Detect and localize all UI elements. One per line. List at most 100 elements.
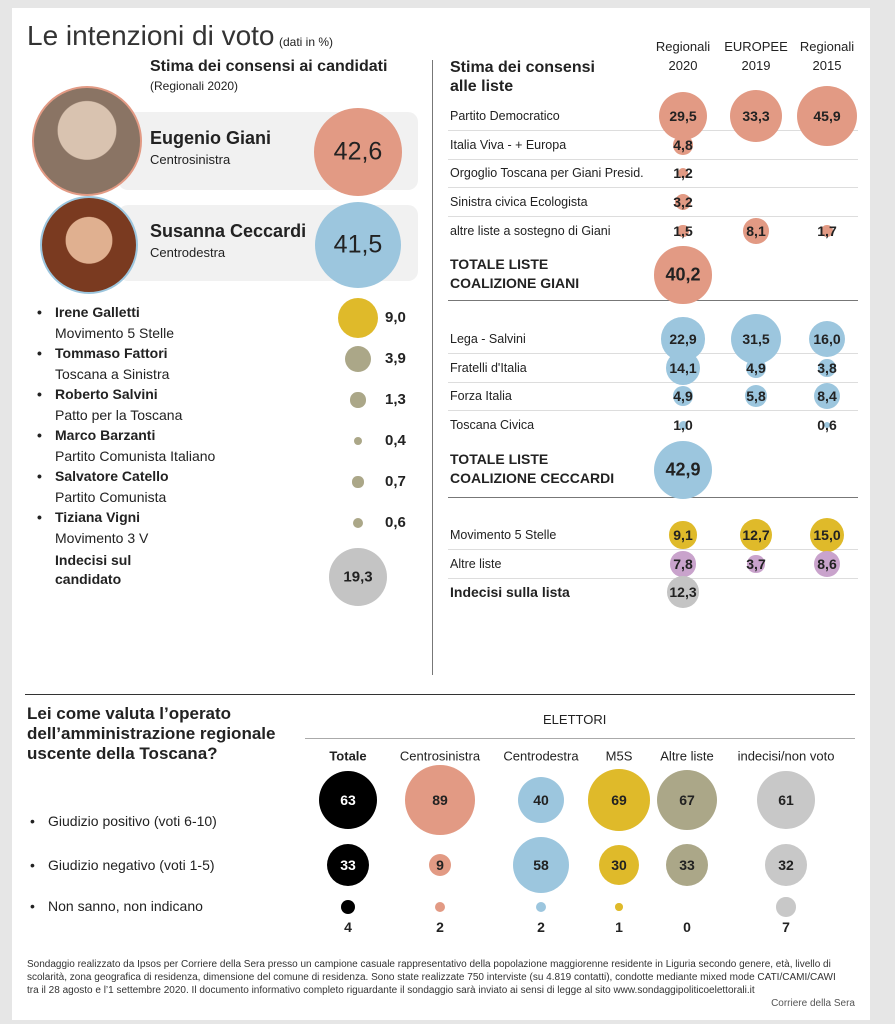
bubble xyxy=(674,193,692,211)
value-label: 9,1 xyxy=(673,527,693,543)
value-label: 33,3 xyxy=(742,108,770,124)
bubble xyxy=(405,765,475,835)
bubble xyxy=(796,85,858,147)
value-label: 33 xyxy=(340,857,356,873)
candidate-group: Partito Comunista Italiano xyxy=(55,448,216,464)
bubble xyxy=(654,246,712,304)
bubble xyxy=(588,769,650,831)
value-label: 3,8 xyxy=(817,360,837,376)
row-separator xyxy=(448,216,858,217)
bubble xyxy=(730,313,782,365)
footnote: Sondaggio realizzato da Ipsos per Corrie… xyxy=(27,959,836,996)
value-label: 58 xyxy=(533,857,549,873)
value-label: 3,2 xyxy=(673,194,693,210)
value-label: 5,8 xyxy=(746,388,766,404)
row-separator xyxy=(448,353,858,354)
value-label: 2 xyxy=(436,919,444,935)
value-label: 2 xyxy=(537,919,545,935)
row-separator xyxy=(448,130,858,131)
candidate-name: Tiziana Vigni xyxy=(37,509,140,525)
bubble xyxy=(813,550,841,578)
bubble xyxy=(823,421,831,429)
bubble xyxy=(669,521,697,549)
title: Le intenzioni di voto xyxy=(27,20,275,51)
row-label: Toscana Civica xyxy=(450,418,535,432)
value-label: 42,9 xyxy=(665,459,701,480)
candidate-name: Susanna Ceccardi xyxy=(150,221,307,241)
row-label: Lega - Salvini xyxy=(450,332,526,346)
row-label: Giudizio negativo (voti 1-5) xyxy=(30,857,214,873)
bubble xyxy=(535,901,547,913)
candidate-name: Tommaso Fattori xyxy=(37,345,167,361)
candidate-group: Toscana a Sinistra xyxy=(55,366,170,382)
photo xyxy=(40,196,138,294)
row-label: Non sanno, non indicano xyxy=(30,898,203,914)
row-label: TOTALE LISTE COALIZIONE GIANI xyxy=(450,256,580,291)
column-name: Centrodestra xyxy=(503,748,579,764)
divider xyxy=(448,497,858,498)
value-label: 1,5 xyxy=(673,223,693,239)
bubble xyxy=(746,358,766,378)
bubble xyxy=(673,135,693,155)
candidate-group: Movimento 5 Stelle xyxy=(55,325,175,341)
value-label: 12,3 xyxy=(669,584,697,600)
question: Lei come valuta l’operato dell’amministr… xyxy=(27,704,276,763)
column-year: 2015 xyxy=(812,58,842,73)
value-label: 16,0 xyxy=(813,331,841,347)
value-label: 7 xyxy=(782,919,790,935)
column-name: Regionali xyxy=(799,39,855,54)
value-label: 8,4 xyxy=(817,388,837,404)
value-label: 33 xyxy=(679,857,695,873)
value-label: 1,2 xyxy=(673,165,693,181)
value-label: 7,8 xyxy=(673,556,693,572)
value-label: 4,8 xyxy=(673,137,693,153)
value-label: 0,4 xyxy=(385,432,406,449)
row-separator xyxy=(448,187,858,188)
bubble xyxy=(739,518,773,552)
value-label: 0 xyxy=(683,919,691,935)
column-name: indecisi/non voto xyxy=(737,748,835,764)
bubble xyxy=(517,776,565,824)
bubble xyxy=(350,392,366,408)
row-label: Giudizio positivo (voti 6-10) xyxy=(30,813,217,829)
bubble xyxy=(352,517,364,529)
value-label: 15,0 xyxy=(813,527,841,543)
candidate-group: Partito Comunista xyxy=(55,489,167,505)
candidate-group: Centrodestra xyxy=(150,245,226,260)
bubble xyxy=(747,555,765,573)
bubble xyxy=(314,201,402,289)
row-label: Forza Italia xyxy=(450,389,512,403)
candidate-name: Salvatore Catello xyxy=(37,468,169,484)
row-label: Fratelli d'Italia xyxy=(450,361,527,375)
bubble xyxy=(809,321,845,357)
row-label: Altre liste xyxy=(450,557,502,571)
bubble xyxy=(745,385,767,407)
bubble xyxy=(326,843,370,887)
bubble xyxy=(428,853,452,877)
divider xyxy=(25,694,855,695)
value-label: 14,1 xyxy=(669,360,697,376)
value-label: 22,9 xyxy=(669,331,697,347)
bubble xyxy=(678,420,688,430)
bubble xyxy=(765,844,807,886)
value-label: 19,3 xyxy=(343,568,373,586)
value-label: 67 xyxy=(679,792,695,808)
bubble xyxy=(352,476,364,488)
column-name: M5S xyxy=(605,748,633,764)
bubble xyxy=(818,359,836,377)
value-label: 41,5 xyxy=(333,230,383,259)
row-label: Sinistra civica Ecologista xyxy=(450,195,588,209)
divider xyxy=(305,738,855,739)
row-label: TOTALE LISTE COALIZIONE CECCARDI xyxy=(450,451,615,486)
column-year: 2019 xyxy=(741,58,771,73)
value-label: 40,2 xyxy=(665,264,701,285)
group-label: ELETTORI xyxy=(543,712,607,727)
column-name: EUROPEE xyxy=(724,39,788,54)
title-note: (dati in %) xyxy=(279,35,334,49)
bubble xyxy=(821,225,833,237)
candidate-name: Marco Barzanti xyxy=(37,427,155,443)
value-label: 30 xyxy=(611,857,627,873)
row-separator xyxy=(448,410,858,411)
divider xyxy=(448,300,858,301)
